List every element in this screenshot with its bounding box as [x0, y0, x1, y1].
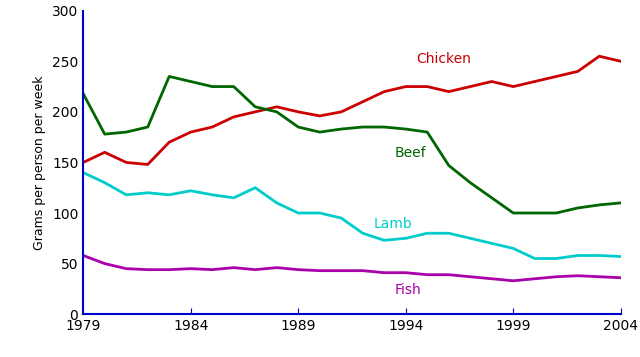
Text: Chicken: Chicken [417, 52, 472, 66]
Y-axis label: Grams per person per week: Grams per person per week [33, 75, 47, 250]
Text: Fish: Fish [395, 283, 422, 297]
Text: Lamb: Lamb [374, 217, 412, 231]
Text: Beef: Beef [395, 146, 427, 160]
